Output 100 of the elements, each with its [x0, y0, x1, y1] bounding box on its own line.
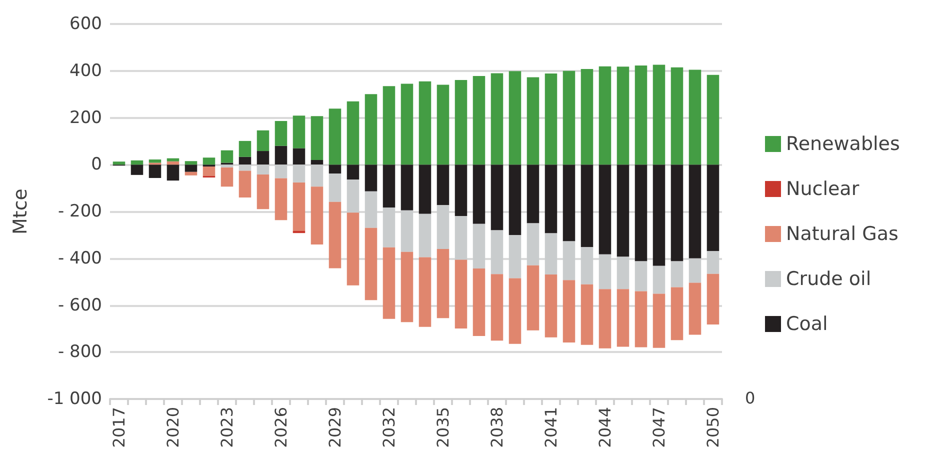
y-axis-title: Mtce — [10, 188, 32, 234]
bar — [634, 291, 648, 348]
bar — [580, 164, 594, 248]
bar — [688, 258, 702, 283]
bar — [670, 67, 684, 165]
bar — [130, 164, 144, 175]
bar — [292, 230, 306, 234]
bar — [364, 191, 378, 228]
bar — [616, 66, 630, 165]
bar — [202, 166, 216, 176]
bar — [652, 266, 666, 294]
bar — [598, 66, 612, 165]
x-tick-label: 2041 — [542, 407, 560, 448]
bar — [148, 164, 162, 178]
bar — [616, 256, 630, 290]
bar — [274, 121, 288, 146]
bar — [184, 172, 198, 176]
bar — [364, 228, 378, 300]
bar — [472, 268, 486, 336]
legend-label: Coal — [786, 313, 828, 335]
bar — [706, 251, 720, 274]
bar — [346, 101, 360, 165]
bar — [526, 223, 540, 266]
bar — [130, 160, 144, 165]
bar — [544, 233, 558, 275]
bar — [598, 164, 612, 254]
legend-label: Nuclear — [786, 178, 860, 200]
bar — [220, 164, 234, 168]
bar — [436, 164, 450, 206]
bar — [184, 164, 198, 172]
bar — [202, 158, 216, 165]
bar — [490, 73, 504, 165]
bar — [310, 186, 324, 245]
bar — [238, 156, 252, 165]
bar — [490, 230, 504, 274]
bar — [238, 140, 252, 157]
x-tick-label: 2047 — [650, 407, 668, 448]
bar — [220, 150, 234, 163]
bar — [238, 170, 252, 198]
bar — [472, 76, 486, 165]
y-tick-label: - 600 — [58, 295, 102, 316]
bar — [598, 289, 612, 348]
bar — [472, 164, 486, 224]
bar — [328, 108, 342, 165]
bar — [418, 257, 432, 327]
bar — [166, 164, 180, 181]
x-tick-label: 2026 — [272, 407, 290, 448]
x-tick-label: 2038 — [488, 407, 506, 448]
bar — [562, 70, 576, 165]
y-tick-label: - 200 — [58, 202, 102, 222]
bar — [508, 71, 522, 165]
bar — [688, 70, 702, 165]
bar — [544, 164, 558, 234]
bar — [292, 116, 306, 148]
bar — [274, 146, 288, 165]
bar — [562, 280, 576, 343]
bar — [706, 164, 720, 252]
x-tick-label: 2035 — [434, 407, 452, 448]
bar — [526, 164, 540, 224]
y-tick-label: 400 — [70, 60, 102, 81]
bar — [256, 174, 270, 210]
x-tick-label: 2044 — [596, 407, 614, 448]
bar — [292, 148, 306, 165]
bar — [652, 164, 666, 266]
bar — [472, 224, 486, 268]
y-tick-label: - 400 — [58, 248, 102, 268]
bar — [220, 167, 234, 187]
bar — [256, 130, 270, 152]
bar — [526, 265, 540, 330]
bar — [634, 65, 648, 165]
bar — [400, 164, 414, 210]
bar — [328, 202, 342, 268]
bar — [436, 84, 450, 165]
bar — [364, 164, 378, 192]
bar — [580, 247, 594, 284]
bar — [256, 164, 270, 174]
bar — [562, 241, 576, 280]
bar — [526, 77, 540, 165]
y-tick-label: 0 — [91, 154, 102, 175]
bar — [508, 278, 522, 344]
bar — [634, 164, 648, 262]
bar — [274, 178, 288, 220]
x-tick-label: 2050 — [704, 407, 722, 448]
bar — [652, 294, 666, 348]
bar — [562, 164, 576, 242]
y-tick-label: 600 — [70, 14, 102, 34]
bar — [634, 261, 648, 292]
bar — [670, 261, 684, 288]
bar — [382, 247, 396, 319]
bar — [112, 162, 126, 165]
bar — [382, 86, 396, 165]
bar — [652, 64, 666, 165]
bar — [544, 73, 558, 165]
bar — [598, 254, 612, 290]
bar — [310, 116, 324, 160]
bar — [328, 164, 342, 174]
bar — [490, 274, 504, 341]
legend-label: Crude oil — [786, 268, 872, 290]
bar — [382, 164, 396, 208]
y-tick-label: 200 — [70, 108, 102, 128]
